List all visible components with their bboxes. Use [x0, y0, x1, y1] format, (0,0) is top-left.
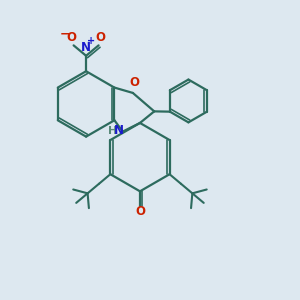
Text: O: O: [67, 31, 77, 44]
Text: N: N: [114, 124, 124, 137]
Text: H: H: [108, 126, 117, 136]
Text: −: −: [60, 27, 70, 40]
Text: O: O: [135, 205, 145, 218]
Text: O: O: [95, 31, 105, 44]
Text: O: O: [129, 76, 139, 89]
Text: +: +: [87, 36, 95, 46]
Text: N: N: [81, 41, 91, 54]
